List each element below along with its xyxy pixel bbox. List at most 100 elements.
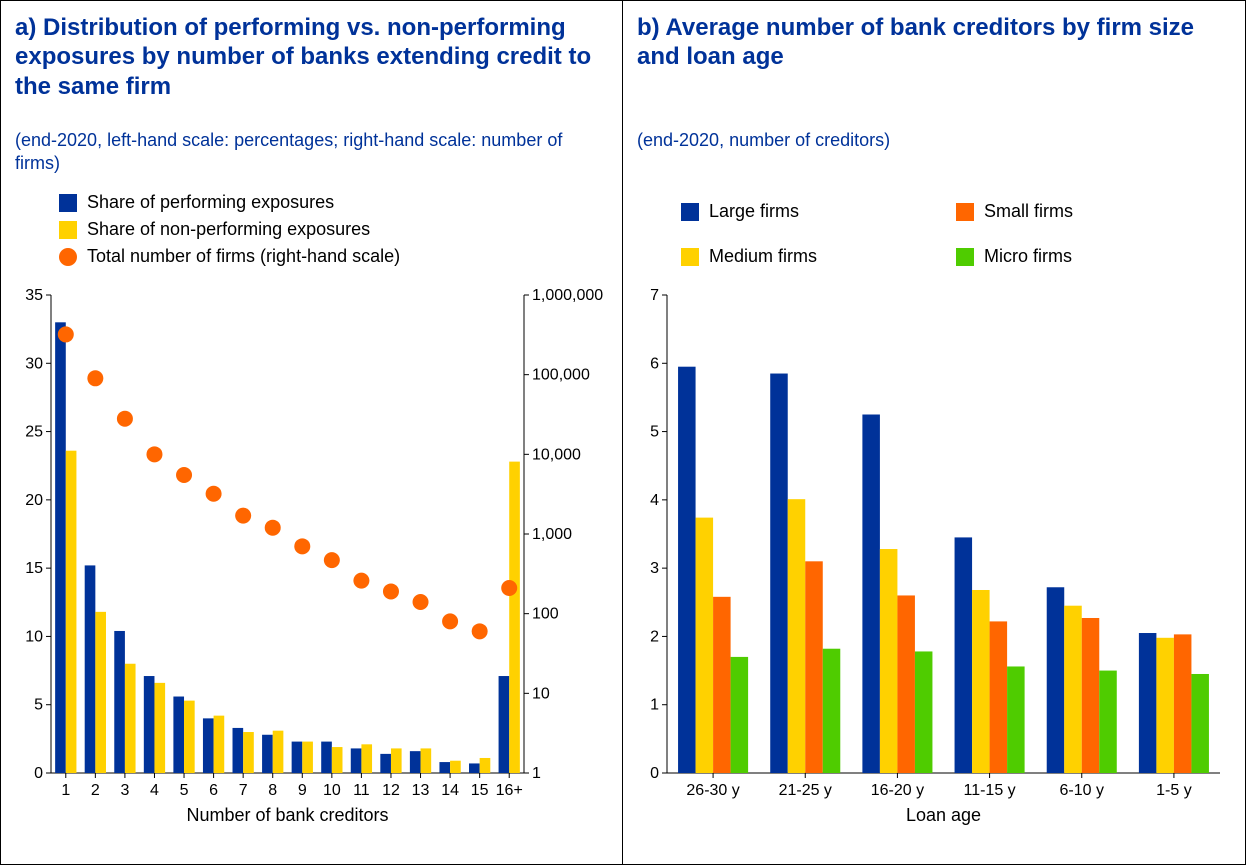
scatter-point [324,552,340,568]
bar [243,732,254,773]
bar [823,649,841,773]
bar [55,322,66,773]
y-axis-left: 05101520253035 [25,287,51,782]
bar [410,751,421,773]
bar [770,374,788,773]
svg-text:4: 4 [650,492,659,509]
bar [173,697,184,773]
bar [351,748,362,773]
panel-b-legend: Large firms Small firms Medium firms Micro … [637,189,1231,279]
panel-b-chart-wrap: 0123456726-30 y21-25 y16-20 y11-15 y6-10… [637,285,1231,856]
panel-b-title: b) Average number of bank creditors by f… [637,13,1231,107]
bar [144,676,155,773]
bar [955,537,973,773]
legend-square-icon [59,194,77,212]
svg-text:4: 4 [150,782,159,799]
bar [391,748,402,773]
bar [990,621,1008,773]
svg-text:6-10 y: 6-10 y [1060,782,1104,799]
legend-circle-icon [59,248,77,266]
svg-text:2: 2 [91,782,100,799]
bar [66,451,77,773]
svg-text:5: 5 [650,424,659,441]
svg-text:7: 7 [650,287,659,304]
bar [805,561,823,773]
legend-label: Micro firms [984,243,1072,270]
bar [713,597,731,773]
bar [203,718,214,773]
svg-text:8: 8 [268,782,277,799]
bar [915,651,933,773]
panel-a-legend: Share of performing exposuresShare of no… [15,189,608,279]
y-axis: 01234567 [650,287,667,782]
panel-a-chart: 051015202530351101001,00010,000100,0001,… [15,285,610,831]
svg-text:1,000: 1,000 [532,526,572,543]
bar [114,631,125,773]
svg-text:21-25 y: 21-25 y [779,782,832,799]
panel-b-subtitle: (end-2020, number of creditors) [637,129,1231,177]
scatter-point [87,370,103,386]
svg-text:3: 3 [650,560,659,577]
bar [262,735,273,773]
x-axis-label: Number of bank creditors [186,805,388,825]
svg-text:11: 11 [353,782,370,799]
bar [1099,671,1117,773]
svg-text:1-5 y: 1-5 y [1156,782,1192,799]
panel-a-subtitle: (end-2020, left-hand scale: percentages;… [15,129,608,177]
bar [469,763,480,773]
bar [1082,618,1100,773]
bars-group [55,322,520,773]
scatter-point [176,467,192,483]
bar [450,761,461,773]
svg-text:1: 1 [650,697,659,714]
legend-item: Total number of firms (right-hand scale) [59,243,608,270]
bar [439,762,450,773]
legend-label: Share of performing exposures [87,189,334,216]
scatter-point [265,520,281,536]
legend-label: Small firms [984,198,1073,225]
scatter-point [442,613,458,629]
bar [233,728,244,773]
svg-text:9: 9 [298,782,307,799]
bar [380,754,391,773]
bar [678,367,696,773]
bar [1139,633,1157,773]
svg-text:10,000: 10,000 [532,446,581,463]
legend-label: Share of non-performing exposures [87,216,370,243]
bar [1174,634,1192,773]
svg-text:1: 1 [61,782,70,799]
bar [499,676,510,773]
scatter-point [413,594,429,610]
bar [302,742,313,773]
panel-a: a) Distribution of performing vs. non-pe… [1,1,623,864]
svg-text:100,000: 100,000 [532,367,590,384]
bar [332,747,343,773]
legend-square-icon [956,203,974,221]
x-axis: 26-30 y21-25 y16-20 y11-15 y6-10 y1-5 y [686,773,1191,799]
bar [184,701,195,773]
legend-label: Large firms [709,198,799,225]
bar [95,612,106,773]
svg-text:15: 15 [25,560,43,577]
panel-b-chart: 0123456726-30 y21-25 y16-20 y11-15 y6-10… [637,285,1232,831]
bar [509,462,520,773]
bar [897,595,915,773]
bar [731,657,749,773]
scatter-point [146,446,162,462]
svg-text:7: 7 [239,782,248,799]
legend-item: Share of non-performing exposures [59,216,608,243]
scatter-point [383,583,399,599]
bars-group [678,367,1209,773]
legend-item: Micro firms [956,234,1231,279]
bar [321,742,332,773]
panel-b: b) Average number of bank creditors by f… [623,1,1245,864]
svg-text:13: 13 [412,782,430,799]
svg-text:20: 20 [25,492,43,509]
x-axis-label: Loan age [906,805,981,825]
scatter-point [117,411,133,427]
bar [125,664,136,773]
legend-square-icon [956,248,974,266]
svg-text:6: 6 [209,782,218,799]
x-axis: 12345678910111213141516+ [61,773,522,799]
legend-label: Medium firms [709,243,817,270]
